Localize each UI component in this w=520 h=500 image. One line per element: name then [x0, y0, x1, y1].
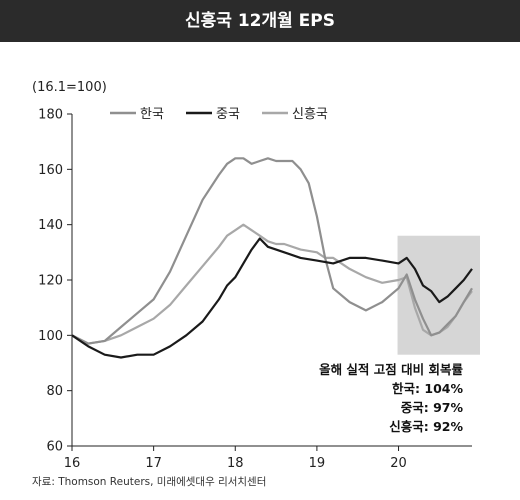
unit-label: (16.1=100): [32, 80, 107, 95]
y-tick-label: 100: [38, 329, 63, 344]
series-line-0: [71, 157, 473, 345]
y-tick-label: 180: [38, 108, 63, 123]
series-line-2: [71, 223, 473, 345]
series-lines: [71, 157, 473, 359]
x-axis: 16 17 18 19 20: [64, 445, 472, 471]
y-tick-label: 120: [38, 274, 63, 289]
annotation-line-korea: 한국: 104%: [392, 381, 463, 396]
source-note: 자료: Thomson Reuters, 미래에셋대우 리서치센터: [32, 476, 267, 488]
chart-title: 신흥국 12개월 EPS: [0, 0, 520, 42]
legend: 한국 중국 신흥국: [110, 107, 328, 122]
y-tick-label: 60: [46, 440, 63, 455]
y-tick-label: 140: [38, 218, 63, 233]
annotation-heading: 올해 실적 고점 대비 회복률: [319, 362, 463, 377]
annotation-line-china: 중국: 97%: [401, 400, 464, 415]
legend-label-2: 신흥국: [292, 107, 328, 122]
legend-label-1: 중국: [216, 107, 240, 122]
series-line-1: [71, 237, 473, 359]
x-tick-label: 19: [309, 456, 326, 471]
y-axis: 60 80 100 120 140 160 180: [38, 108, 73, 455]
legend-label-0: 한국: [140, 107, 164, 122]
x-tick-label: 20: [390, 456, 407, 471]
x-tick-label: 16: [64, 456, 81, 471]
x-tick-label: 18: [227, 456, 244, 471]
x-tick-label: 17: [145, 456, 162, 471]
annotation-line-em: 신흥국: 92%: [389, 419, 463, 434]
annotation: 올해 실적 고점 대비 회복률 한국: 104% 중국: 97% 신흥국: 92…: [319, 362, 463, 434]
y-tick-label: 80: [46, 384, 63, 399]
y-tick-label: 160: [38, 163, 63, 178]
